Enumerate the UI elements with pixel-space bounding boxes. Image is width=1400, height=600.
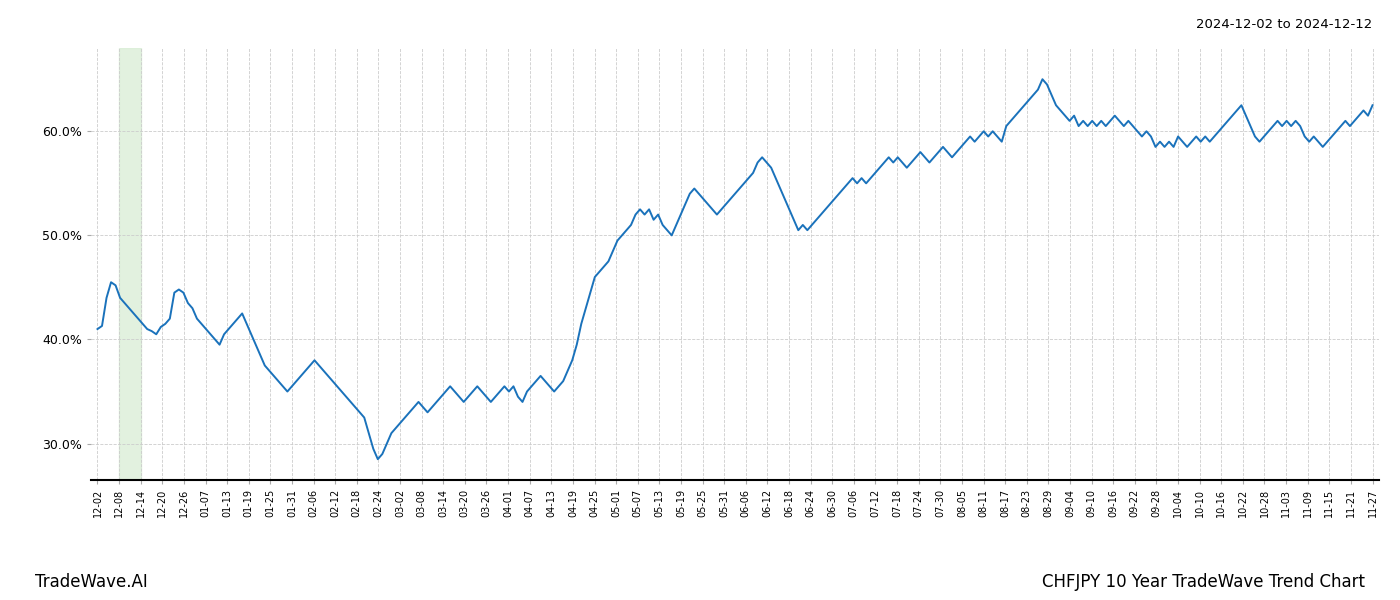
Text: 2024-12-02 to 2024-12-12: 2024-12-02 to 2024-12-12 xyxy=(1196,18,1372,31)
Bar xyxy=(119,48,141,480)
Text: TradeWave.AI: TradeWave.AI xyxy=(35,573,148,591)
Text: CHFJPY 10 Year TradeWave Trend Chart: CHFJPY 10 Year TradeWave Trend Chart xyxy=(1042,573,1365,591)
